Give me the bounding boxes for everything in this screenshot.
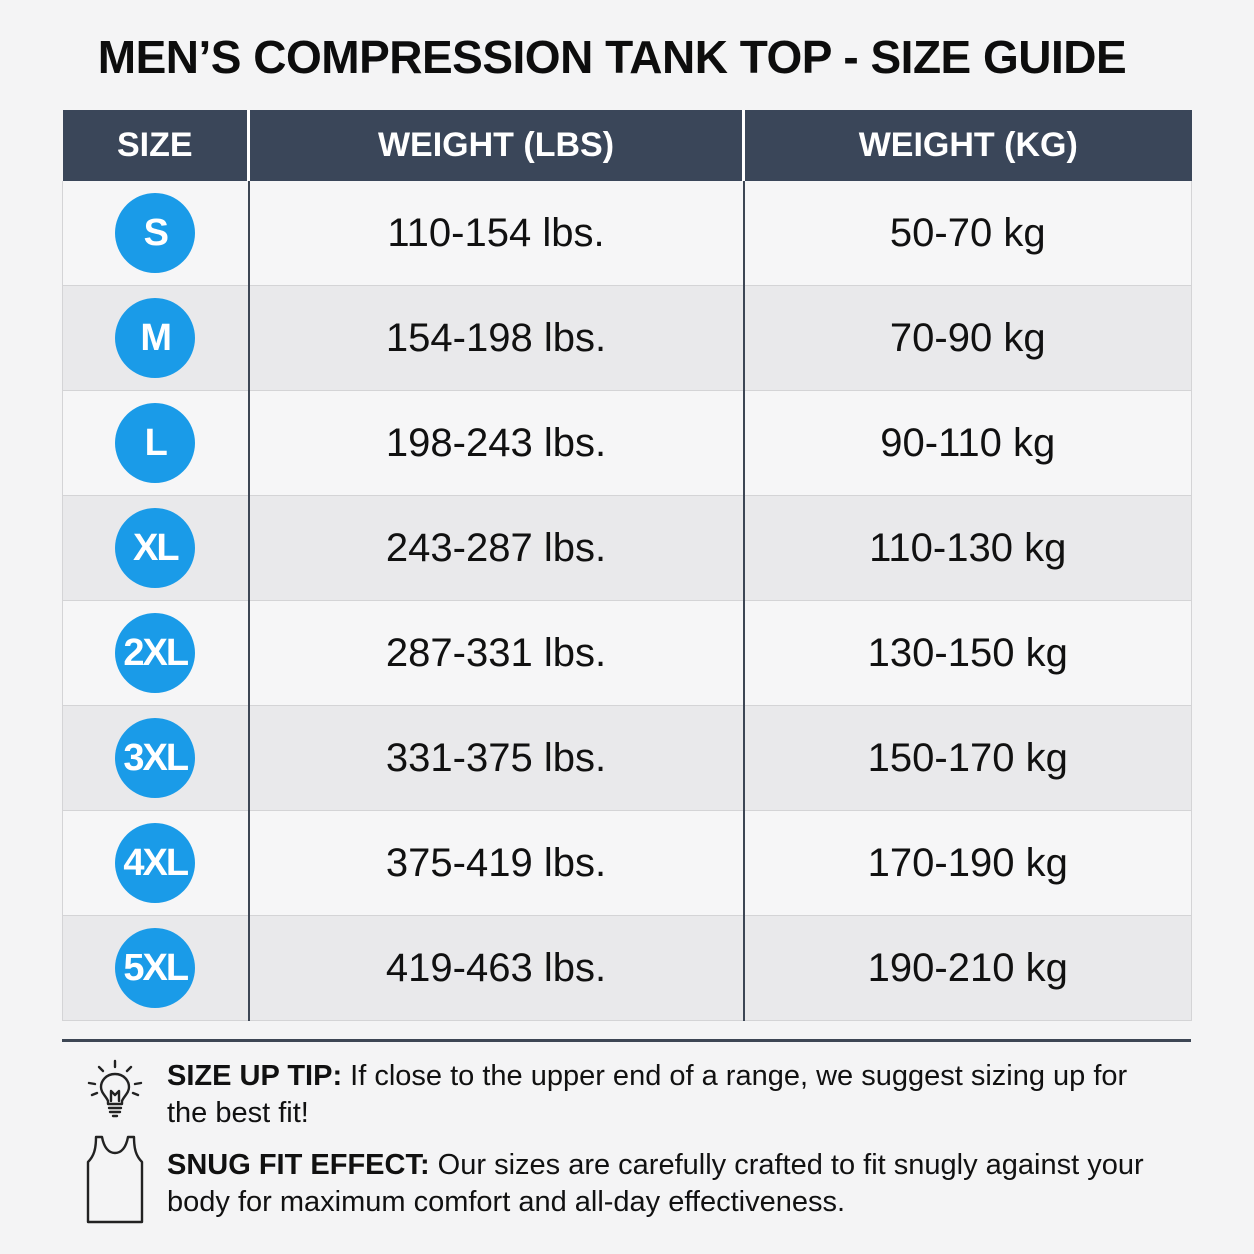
size-cell: L bbox=[62, 390, 250, 496]
size-badge: 3XL bbox=[115, 718, 196, 798]
size-up-tip-label: SIZE UP TIP: bbox=[167, 1060, 343, 1092]
size-cell: 2XL bbox=[62, 600, 250, 706]
table-row: L 198-243 lbs. 90-110 kg bbox=[62, 390, 1192, 496]
weight-kg-cell: 130-150 kg bbox=[743, 600, 1192, 706]
weight-lbs-cell: 419-463 lbs. bbox=[248, 915, 745, 1021]
size-cell: 3XL bbox=[62, 705, 250, 811]
divider bbox=[62, 1039, 1191, 1042]
size-cell: 4XL bbox=[62, 810, 250, 916]
tank-top-icon bbox=[86, 1135, 144, 1224]
table-row: S 110-154 lbs. 50-70 kg bbox=[62, 181, 1192, 286]
table-row: M 154-198 lbs. 70-90 kg bbox=[62, 285, 1192, 391]
weight-kg-cell: 150-170 kg bbox=[743, 705, 1192, 811]
size-badge: XL bbox=[115, 508, 196, 588]
weight-lbs-cell: 287-331 lbs. bbox=[248, 600, 745, 706]
size-badge: M bbox=[115, 298, 196, 378]
size-badge: S bbox=[115, 193, 196, 273]
weight-lbs-cell: 110-154 lbs. bbox=[248, 181, 745, 286]
table-row: 4XL 375-419 lbs. 170-190 kg bbox=[62, 810, 1192, 916]
table-header-row: SIZE WEIGHT (LBS) WEIGHT (KG) bbox=[62, 110, 1192, 181]
weight-lbs-cell: 331-375 lbs. bbox=[248, 705, 745, 811]
size-cell: M bbox=[62, 285, 250, 391]
table-row: 3XL 331-375 lbs. 150-170 kg bbox=[62, 705, 1192, 811]
header-weight-lbs: WEIGHT (LBS) bbox=[248, 110, 745, 181]
table-row: 5XL 419-463 lbs. 190-210 kg bbox=[62, 915, 1192, 1021]
weight-kg-cell: 110-130 kg bbox=[743, 495, 1192, 601]
size-badge: 4XL bbox=[115, 823, 196, 903]
weight-lbs-cell: 198-243 lbs. bbox=[248, 390, 745, 496]
lightbulb-icon bbox=[87, 1059, 143, 1118]
header-size: SIZE bbox=[62, 110, 250, 181]
weight-kg-cell: 90-110 kg bbox=[743, 390, 1192, 496]
size-cell: 5XL bbox=[62, 915, 250, 1021]
page-title: MEN’S COMPRESSION TANK TOP - SIZE GUIDE bbox=[97, 31, 1127, 83]
weight-kg-cell: 170-190 kg bbox=[743, 810, 1192, 916]
snug-fit-tip-text: Our sizes are carefully crafted to fit s… bbox=[167, 1149, 1144, 1218]
weight-kg-cell: 50-70 kg bbox=[743, 181, 1192, 286]
size-up-tip: SIZE UP TIP: If close to the upper end o… bbox=[167, 1058, 1157, 1132]
size-badge: 2XL bbox=[115, 613, 196, 693]
snug-fit-tip-label: SNUG FIT EFFECT: bbox=[167, 1149, 430, 1181]
weight-kg-cell: 190-210 kg bbox=[743, 915, 1192, 1021]
weight-lbs-cell: 375-419 lbs. bbox=[248, 810, 745, 916]
size-badge: L bbox=[115, 403, 196, 483]
weight-lbs-cell: 243-287 lbs. bbox=[248, 495, 745, 601]
weight-lbs-cell: 154-198 lbs. bbox=[248, 285, 745, 391]
size-up-tip-text: If close to the upper end of a range, we… bbox=[167, 1060, 1128, 1129]
size-table: SIZE WEIGHT (LBS) WEIGHT (KG) S 110-154 … bbox=[62, 110, 1192, 1021]
table-row: XL 243-287 lbs. 110-130 kg bbox=[62, 495, 1192, 601]
header-weight-kg: WEIGHT (KG) bbox=[743, 110, 1192, 181]
snug-fit-tip: SNUG FIT EFFECT: Our sizes are carefully… bbox=[167, 1147, 1157, 1221]
weight-kg-cell: 70-90 kg bbox=[743, 285, 1192, 391]
size-cell: XL bbox=[62, 495, 250, 601]
size-cell: S bbox=[62, 181, 250, 286]
size-badge: 5XL bbox=[115, 928, 196, 1008]
table-row: 2XL 287-331 lbs. 130-150 kg bbox=[62, 600, 1192, 706]
